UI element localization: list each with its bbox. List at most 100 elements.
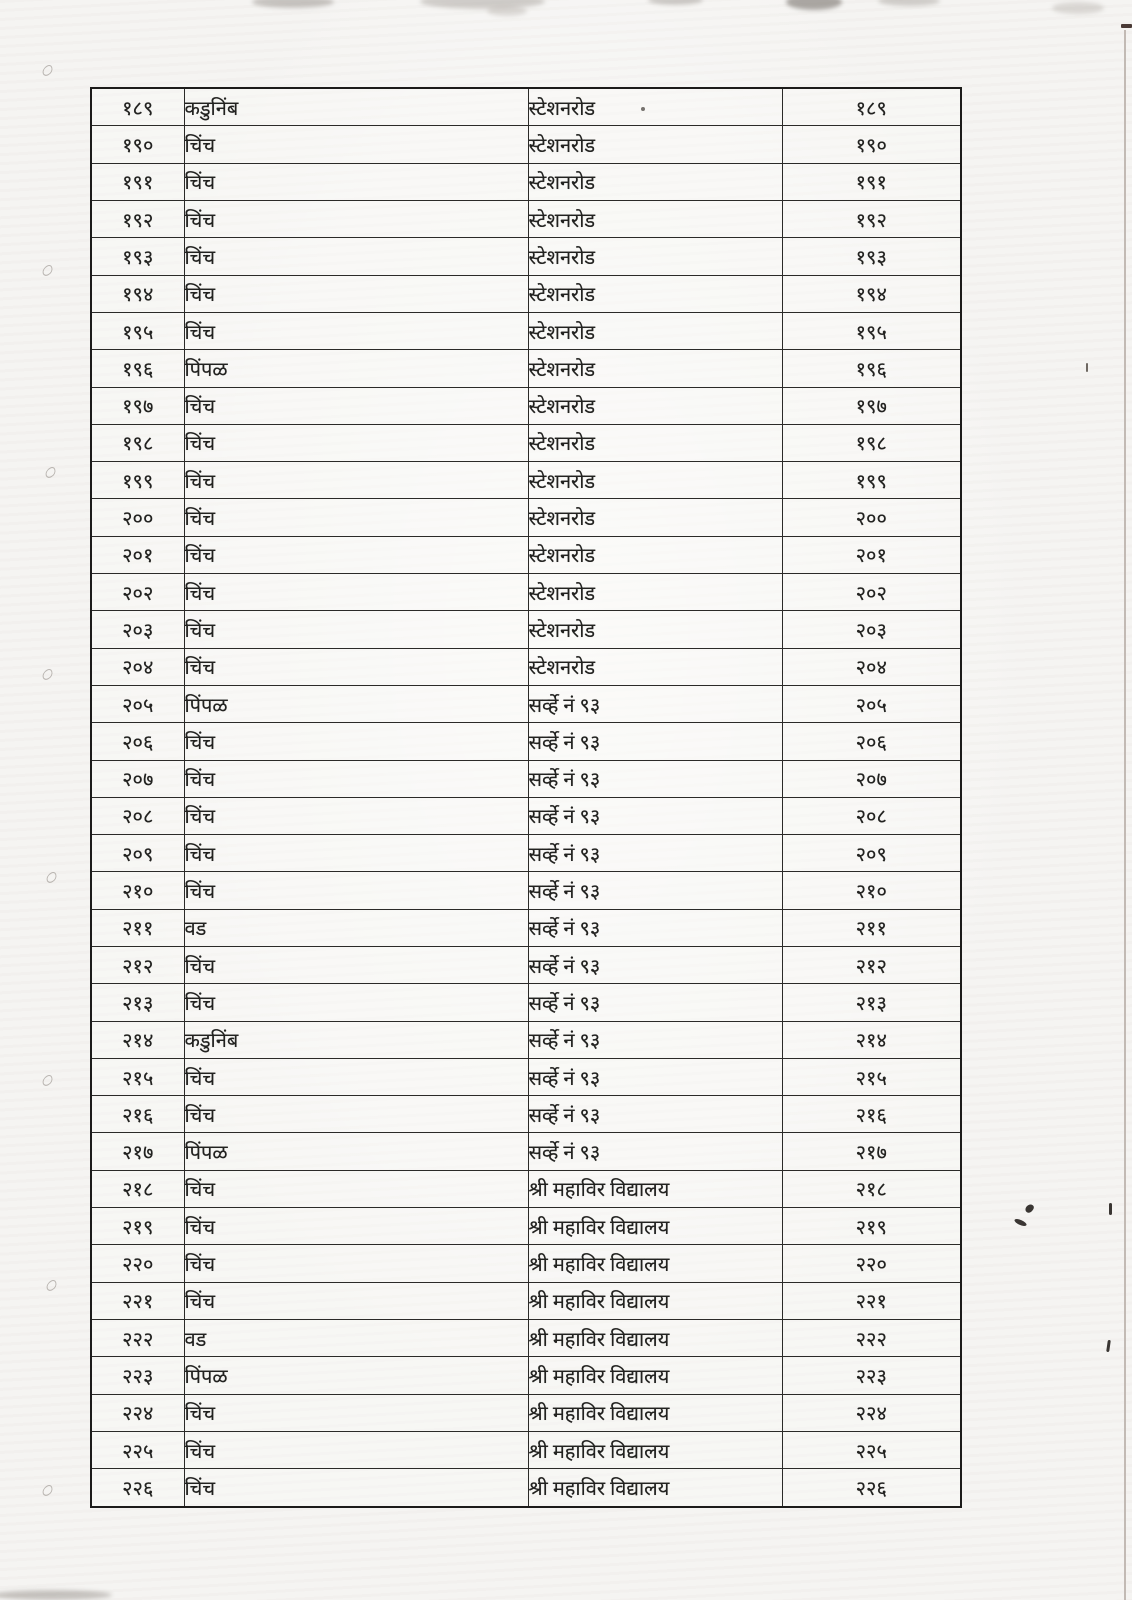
table-row: १९५ चिंच स्टेशनरोड १९५ [90,311,962,351]
serial-cell: २०९ [90,834,185,873]
location-cell: स्टेशनरोड [527,200,783,239]
table-row: २२० चिंच श्री महाविर विद्यालय २२० [90,1244,962,1283]
serial-cell: २०१ [90,535,185,575]
location-cell: स्टेशनरोड [527,237,783,276]
tree-name-cell: चिंच [183,125,529,164]
tree-name-cell: चिंच [183,759,529,798]
location-cell: श्री महाविर विद्यालय [527,1207,783,1246]
location-cell: स्टेशनरोड [527,274,783,313]
serial-repeat-cell: २०६ [781,722,962,761]
binding-mark [41,1483,54,1498]
location-cell: सर्व्हे नं ९३ [527,1057,783,1097]
serial-repeat-cell: २०० [781,498,962,537]
binding-mark [45,1278,58,1293]
table-row: १९८ चिंच स्टेशनरोड १९८ [90,423,962,463]
table-row: २०३ चिंच स्टेशनरोड २०३ [90,610,962,649]
serial-cell: २१० [90,871,185,910]
serial-cell: २१३ [90,983,185,1022]
serial-repeat-cell: १९९ [781,461,962,500]
location-cell: श्री महाविर विद्यालय [527,1281,783,1320]
serial-cell: १९१ [90,162,185,202]
serial-repeat-cell: २११ [781,908,962,948]
serial-repeat-cell: १९२ [781,200,962,239]
location-cell: सर्व्हे नं ९३ [527,796,783,836]
pen-mark [1086,363,1088,372]
table-row: २२२ वड श्री महाविर विद्यालय २२२ [90,1318,962,1358]
serial-cell: २०४ [90,647,185,686]
serial-cell: २२३ [90,1356,185,1395]
scan-smudge [252,0,334,8]
serial-cell: १९३ [90,237,185,276]
table-row: २१२ चिंच सर्व्हे नं ९३ २१२ [90,945,962,985]
table-row: २१४ कडुनिंब सर्व्हे नं ९३ २१४ [90,1020,962,1059]
tree-name-cell: चिंच [183,573,529,612]
scan-edge-dash [1121,24,1132,28]
location-cell: स्टेशनरोड [527,87,783,127]
serial-cell: १८९ [90,87,185,127]
table-row: १९० चिंच स्टेशनरोड १९० [90,125,962,164]
tree-name-cell: चिंच [183,1057,529,1097]
table-row: १९७ चिंच स्टेशनरोड १९७ [90,386,962,425]
tree-name-cell: चिंच [183,871,529,910]
location-cell: स्टेशनरोड [527,423,783,463]
tree-name-cell: चिंच [183,1393,529,1432]
scan-smudge [1052,2,1104,14]
tree-name-cell: चिंच [183,1169,529,1209]
serial-cell: १९९ [90,461,185,500]
scan-smudge [487,6,527,16]
serial-repeat-cell: १८९ [781,87,962,127]
serial-repeat-cell: २०७ [781,759,962,798]
tree-name-cell: चिंच [183,200,529,239]
serial-repeat-cell: १९३ [781,237,962,276]
serial-cell: २१६ [90,1095,185,1134]
location-cell: श्री महाविर विद्यालय [527,1393,783,1432]
serial-repeat-cell: २०८ [781,796,962,836]
serial-repeat-cell: २२१ [781,1281,962,1320]
tree-name-cell: चिंच [183,796,529,836]
location-cell: सर्व्हे नं ९३ [527,945,783,985]
location-cell: श्री महाविर विद्यालय [527,1356,783,1395]
table-row: २२३ पिंपळ श्री महाविर विद्यालय २२३ [90,1356,962,1395]
serial-cell: १९७ [90,386,185,425]
serial-repeat-cell: २०१ [781,535,962,575]
serial-repeat-cell: १९० [781,125,962,164]
table-row: १८९ कडुनिंब स्टेशनरोड १८९ [90,87,962,127]
tree-name-cell: पिंपळ [183,1132,529,1171]
location-cell: सर्व्हे नं ९३ [527,871,783,910]
serial-cell: २२५ [90,1430,185,1470]
tree-name-cell: चिंच [183,498,529,537]
serial-cell: १९६ [90,349,185,388]
tree-census-table: १८९ कडुनिंब स्टेशनरोड १८९ १९० चिंच स्टेशनरोड १९… [90,87,962,1508]
tree-name-cell: चिंच [183,311,529,351]
scan-smudge [420,0,545,9]
location-cell: स्टेशनरोड [527,610,783,649]
binding-mark [41,63,54,78]
serial-repeat-cell: २२५ [781,1430,962,1470]
serial-repeat-cell: १९१ [781,162,962,202]
scan-smudge [878,0,940,6]
tree-name-cell: चिंच [183,274,529,313]
table-row: २११ वड सर्व्हे नं ९३ २११ [90,908,962,948]
serial-repeat-cell: २०४ [781,647,962,686]
location-cell: सर्व्हे नं ९३ [527,908,783,948]
tree-name-cell: पिंपळ [183,684,529,724]
serial-cell: १९५ [90,311,185,351]
table-row: २०८ चिंच सर्व्हे नं ९३ २०८ [90,796,962,836]
pen-mark [1013,1217,1028,1228]
tree-name-cell: पिंपळ [183,349,529,388]
serial-repeat-cell: २२४ [781,1393,962,1432]
serial-repeat-cell: २०५ [781,684,962,724]
scan-smudge [786,0,842,10]
tree-table-body: १८९ कडुनिंब स्टेशनरोड १८९ १९० चिंच स्टेशनरोड १९… [90,87,962,1508]
location-cell: स्टेशनरोड [527,125,783,164]
serial-cell: २०३ [90,610,185,649]
tree-name-cell: पिंपळ [183,1356,529,1395]
scan-edge-line [1124,30,1126,1600]
table-row: २०७ चिंच सर्व्हे नं ९३ २०७ [90,759,962,798]
serial-repeat-cell: २०९ [781,834,962,873]
location-cell: श्री महाविर विद्यालय [527,1169,783,1209]
table-row: २०२ चिंच स्टेशनरोड २०२ [90,573,962,612]
table-row: १९१ चिंच स्टेशनरोड १९१ [90,162,962,202]
serial-repeat-cell: २२० [781,1244,962,1283]
serial-cell: १९४ [90,274,185,313]
